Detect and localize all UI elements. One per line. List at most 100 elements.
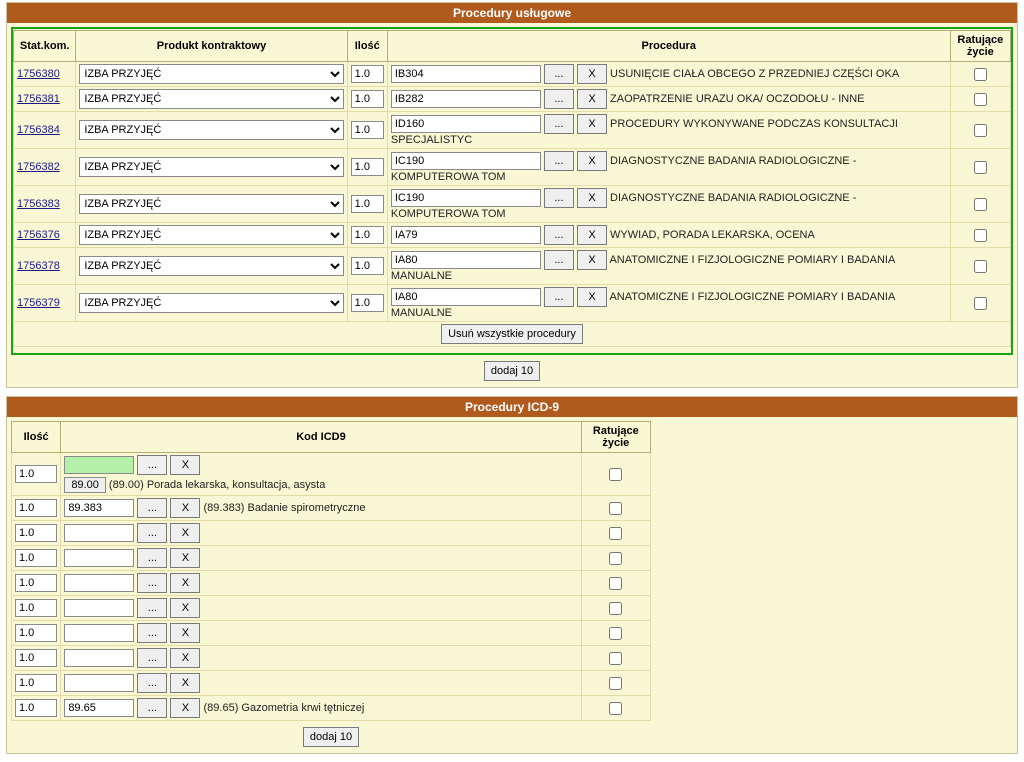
lifesaving-checkbox[interactable] bbox=[974, 198, 987, 211]
product-select[interactable]: IZBA PRZYJĘĆ bbox=[79, 293, 343, 313]
lookup-button[interactable]: ... bbox=[137, 455, 167, 475]
lifesaving-checkbox[interactable] bbox=[609, 627, 622, 640]
clear-button[interactable]: X bbox=[170, 648, 200, 668]
procedure-code-input[interactable] bbox=[391, 226, 541, 244]
qty-input[interactable] bbox=[15, 524, 57, 542]
icd9-code-input[interactable] bbox=[64, 674, 134, 692]
suggestion-button[interactable]: 89.00 bbox=[64, 477, 106, 493]
lookup-button[interactable]: ... bbox=[544, 250, 574, 270]
lifesaving-checkbox[interactable] bbox=[974, 229, 987, 242]
lifesaving-checkbox[interactable] bbox=[609, 468, 622, 481]
lifesaving-checkbox[interactable] bbox=[974, 93, 987, 106]
icd9-code-input[interactable] bbox=[64, 499, 134, 517]
lookup-button[interactable]: ... bbox=[544, 151, 574, 171]
icd9-code-input[interactable] bbox=[64, 599, 134, 617]
qty-input[interactable] bbox=[15, 499, 57, 517]
stat-link[interactable]: 1756384 bbox=[17, 124, 60, 136]
stat-link[interactable]: 1756382 bbox=[17, 161, 60, 173]
remove-all-procedures-button[interactable]: Usuń wszystkie procedury bbox=[441, 324, 583, 344]
product-select[interactable]: IZBA PRZYJĘĆ bbox=[79, 64, 343, 84]
clear-button[interactable]: X bbox=[577, 225, 607, 245]
lookup-button[interactable]: ... bbox=[137, 573, 167, 593]
qty-input[interactable] bbox=[351, 90, 384, 108]
product-select[interactable]: IZBA PRZYJĘĆ bbox=[79, 157, 343, 177]
lifesaving-checkbox[interactable] bbox=[609, 677, 622, 690]
lookup-button[interactable]: ... bbox=[544, 89, 574, 109]
icd9-code-input[interactable] bbox=[64, 456, 134, 474]
clear-button[interactable]: X bbox=[577, 64, 607, 84]
clear-button[interactable]: X bbox=[170, 673, 200, 693]
procedure-code-input[interactable] bbox=[391, 189, 541, 207]
lifesaving-checkbox[interactable] bbox=[974, 124, 987, 137]
lifesaving-checkbox[interactable] bbox=[609, 552, 622, 565]
clear-button[interactable]: X bbox=[170, 523, 200, 543]
stat-link[interactable]: 1756379 bbox=[17, 297, 60, 309]
lookup-button[interactable]: ... bbox=[137, 673, 167, 693]
clear-button[interactable]: X bbox=[577, 287, 607, 307]
clear-button[interactable]: X bbox=[170, 698, 200, 718]
qty-input[interactable] bbox=[351, 226, 384, 244]
qty-input[interactable] bbox=[15, 624, 57, 642]
clear-button[interactable]: X bbox=[577, 89, 607, 109]
stat-link[interactable]: 1756381 bbox=[17, 93, 60, 105]
qty-input[interactable] bbox=[351, 121, 384, 139]
product-select[interactable]: IZBA PRZYJĘĆ bbox=[79, 89, 343, 109]
stat-link[interactable]: 1756378 bbox=[17, 260, 60, 272]
procedure-code-input[interactable] bbox=[391, 152, 541, 170]
qty-input[interactable] bbox=[351, 195, 384, 213]
lookup-button[interactable]: ... bbox=[137, 698, 167, 718]
lookup-button[interactable]: ... bbox=[544, 287, 574, 307]
lifesaving-checkbox[interactable] bbox=[974, 260, 987, 273]
product-select[interactable]: IZBA PRZYJĘĆ bbox=[79, 256, 343, 276]
lifesaving-checkbox[interactable] bbox=[974, 68, 987, 81]
procedure-code-input[interactable] bbox=[391, 90, 541, 108]
product-select[interactable]: IZBA PRZYJĘĆ bbox=[79, 120, 343, 140]
lookup-button[interactable]: ... bbox=[137, 523, 167, 543]
icd9-code-input[interactable] bbox=[64, 649, 134, 667]
product-select[interactable]: IZBA PRZYJĘĆ bbox=[79, 194, 343, 214]
qty-input[interactable] bbox=[351, 257, 384, 275]
procedure-code-input[interactable] bbox=[391, 65, 541, 83]
stat-link[interactable]: 1756376 bbox=[17, 229, 60, 241]
lifesaving-checkbox[interactable] bbox=[609, 577, 622, 590]
icd9-code-input[interactable] bbox=[64, 699, 134, 717]
icd9-code-input[interactable] bbox=[64, 549, 134, 567]
clear-button[interactable]: X bbox=[170, 623, 200, 643]
product-select[interactable]: IZBA PRZYJĘĆ bbox=[79, 225, 343, 245]
icd9-code-input[interactable] bbox=[64, 574, 134, 592]
qty-input[interactable] bbox=[15, 574, 57, 592]
icd9-code-input[interactable] bbox=[64, 524, 134, 542]
clear-button[interactable]: X bbox=[170, 498, 200, 518]
clear-button[interactable]: X bbox=[577, 114, 607, 134]
lifesaving-checkbox[interactable] bbox=[609, 527, 622, 540]
lookup-button[interactable]: ... bbox=[544, 188, 574, 208]
clear-button[interactable]: X bbox=[170, 455, 200, 475]
qty-input[interactable] bbox=[15, 674, 57, 692]
clear-button[interactable]: X bbox=[577, 250, 607, 270]
stat-link[interactable]: 1756383 bbox=[17, 198, 60, 210]
lookup-button[interactable]: ... bbox=[544, 225, 574, 245]
clear-button[interactable]: X bbox=[577, 151, 607, 171]
procedure-code-input[interactable] bbox=[391, 251, 541, 269]
qty-input[interactable] bbox=[15, 465, 57, 483]
procedure-code-input[interactable] bbox=[391, 115, 541, 133]
lookup-button[interactable]: ... bbox=[544, 64, 574, 84]
clear-button[interactable]: X bbox=[170, 548, 200, 568]
lifesaving-checkbox[interactable] bbox=[609, 502, 622, 515]
qty-input[interactable] bbox=[351, 65, 384, 83]
add-10-button[interactable]: dodaj 10 bbox=[484, 361, 540, 381]
clear-button[interactable]: X bbox=[577, 188, 607, 208]
icd9-code-input[interactable] bbox=[64, 624, 134, 642]
add-10-button[interactable]: dodaj 10 bbox=[303, 727, 359, 747]
qty-input[interactable] bbox=[351, 158, 384, 176]
lookup-button[interactable]: ... bbox=[544, 114, 574, 134]
lookup-button[interactable]: ... bbox=[137, 498, 167, 518]
lookup-button[interactable]: ... bbox=[137, 598, 167, 618]
clear-button[interactable]: X bbox=[170, 573, 200, 593]
lifesaving-checkbox[interactable] bbox=[609, 702, 622, 715]
procedure-code-input[interactable] bbox=[391, 288, 541, 306]
lookup-button[interactable]: ... bbox=[137, 548, 167, 568]
lookup-button[interactable]: ... bbox=[137, 648, 167, 668]
clear-button[interactable]: X bbox=[170, 598, 200, 618]
qty-input[interactable] bbox=[15, 549, 57, 567]
